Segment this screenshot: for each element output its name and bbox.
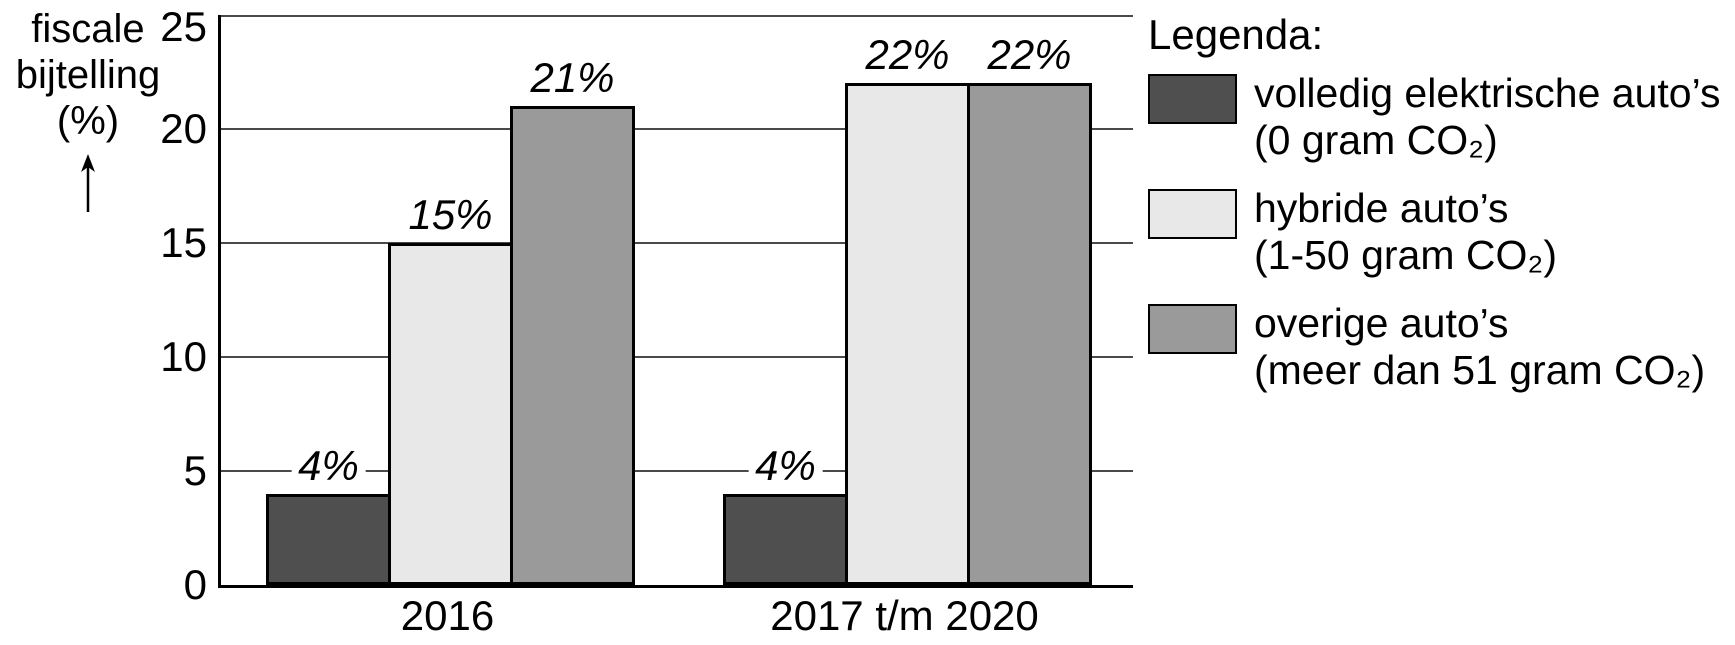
y-axis-tick-label-20: 20 — [160, 105, 207, 152]
y-axis-title-line: bijtelling — [15, 53, 161, 97]
legend-swatch-overige-autos — [1148, 304, 1237, 354]
bar-value-label-2017-t-m-2020-4-: 4% — [748, 441, 823, 490]
legend-entry-volledig-elektrische-autos: volledig elektrische auto’s (0 gram CO₂) — [1148, 70, 1733, 164]
bar-2017-t-m-2020-overige-auto-s — [967, 83, 1092, 585]
gridline-25 — [221, 15, 1133, 17]
bar-2016-hybride-auto-s — [388, 243, 513, 585]
plot-area: 4% 15% 21% 4% 22% 22% — [218, 15, 1133, 588]
legend-label: volledig elektrische auto’s (0 gram CO₂) — [1254, 70, 1720, 164]
y-axis-tick-label-5: 5 — [183, 447, 207, 494]
legend-entry-overige-autos: overige auto’s (meer dan 51 gram CO₂) — [1148, 300, 1733, 394]
legend-label-line: hybride auto’s — [1254, 185, 1509, 231]
up-arrow-icon — [2, 154, 174, 224]
legend: Legenda: volledig elektrische auto’s (0 … — [1148, 10, 1733, 415]
legend-swatch-hybride-autos — [1148, 189, 1237, 239]
legend-label-line: overige auto’s — [1254, 300, 1509, 346]
y-axis-tick-label-25: 25 — [160, 3, 207, 50]
gridline-20 — [221, 128, 1133, 130]
legend-entry-hybride-autos: hybride auto’s (1-50 gram CO₂) — [1148, 185, 1733, 279]
bar-2016-overige-auto-s — [510, 106, 635, 585]
bar-value-label-2016-4-: 4% — [291, 441, 366, 490]
x-axis-label-2017-t-m-2020: 2017 t/m 2020 — [770, 592, 1039, 639]
y-axis-tick-label-0: 0 — [183, 561, 207, 608]
y-axis-title: fiscale bijtelling (%) — [2, 6, 174, 224]
bar-2017-t-m-2020-hybride-auto-s — [845, 83, 970, 585]
gridline-15 — [221, 242, 1133, 244]
legend-label-line: (0 gram CO₂) — [1254, 117, 1498, 163]
legend-label-line: (1-50 gram CO₂) — [1254, 232, 1557, 278]
legend-title: Legenda: — [1148, 11, 1324, 58]
legend-label: overige auto’s (meer dan 51 gram CO₂) — [1254, 300, 1705, 394]
gridline-5 — [221, 470, 1133, 472]
bar-value-label-2017-t-m-2020-22-: 22% — [858, 31, 957, 80]
y-axis-title-line: (%) — [56, 99, 120, 143]
legend-label-line: (meer dan 51 gram CO₂) — [1254, 347, 1706, 393]
y-axis-title-line: fiscale — [31, 7, 145, 51]
bar-2017-t-m-2020-volledig-elektrische-auto-s — [723, 493, 848, 585]
legend-label: hybride auto’s (1-50 gram CO₂) — [1254, 185, 1557, 279]
bar-value-label-2016-15-: 15% — [401, 191, 500, 239]
bar-value-label-2016-21-: 21% — [523, 54, 622, 103]
y-axis-tick-label-10: 10 — [160, 333, 207, 380]
bar-value-label-2017-t-m-2020-22-: 22% — [980, 31, 1079, 80]
y-axis-tick-label-15: 15 — [160, 219, 207, 266]
bar-2016-volledig-elektrische-auto-s — [266, 493, 391, 585]
legend-label-line: volledig elektrische auto’s — [1254, 70, 1721, 116]
x-axis-label-2016: 2016 — [400, 592, 495, 639]
legend-swatch-volledig-elektrische-autos — [1148, 74, 1237, 124]
gridline-10 — [221, 356, 1133, 358]
